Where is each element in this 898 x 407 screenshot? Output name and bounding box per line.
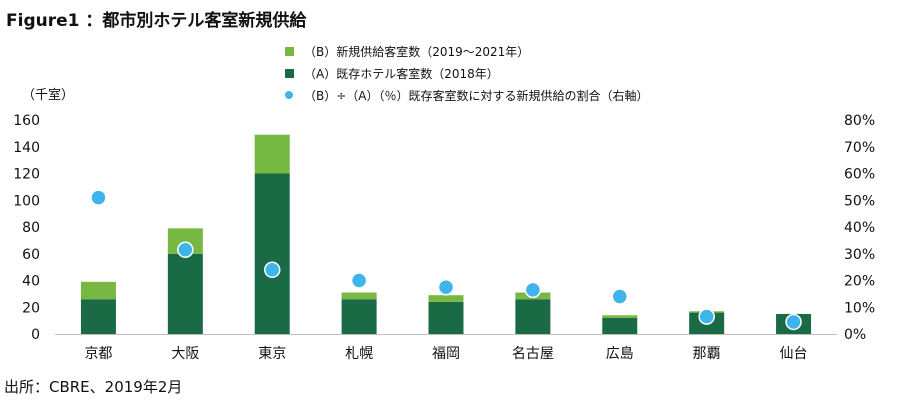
y2-tick-label: 80% (844, 113, 875, 129)
legend-item-existing: （A）既存ホテル客室数（2018年） (285, 62, 649, 84)
bar-existing (602, 317, 638, 334)
y-tick-label: 60 (22, 247, 40, 263)
bar-existing (80, 299, 116, 334)
legend-marker-ratio (285, 91, 293, 99)
bar-new-supply (602, 315, 638, 318)
y2-tick-label: 70% (844, 140, 875, 156)
y-axis-unit-label: （千室） (22, 88, 75, 103)
y-tick-label: 120 (13, 167, 40, 183)
ratio-point (611, 288, 629, 305)
chart-title: Figure1 ：都市別ホテル客室新規供給 (6, 11, 307, 31)
y-tick-label: 0 (31, 327, 40, 343)
y2-tick-label: 60% (844, 167, 875, 183)
bar-new-supply (341, 292, 377, 300)
x-tick-label: 札幌 (345, 346, 373, 362)
ratio-point (177, 241, 194, 258)
x-tick-label: 那覇 (693, 346, 721, 362)
legend-label-new-supply: （B）新規供給客室数（2019～2021年） (304, 44, 530, 59)
ratio-point (263, 261, 281, 279)
bar-existing (341, 299, 377, 334)
bar-existing (167, 253, 203, 334)
ratio-point (350, 272, 368, 289)
x-tick-label: 仙台 (780, 346, 808, 362)
legend-swatch-new-supply (285, 46, 294, 56)
y2-tick-label: 30% (844, 247, 875, 263)
y2-tick-label: 0% (844, 327, 866, 343)
y2-tick-label: 10% (844, 300, 875, 316)
legend-item-new-supply: （B）新規供給客室数（2019～2021年） (285, 40, 649, 62)
ratio-point (90, 189, 107, 206)
bar-new-supply (254, 134, 290, 174)
x-tick-label: 広島 (606, 346, 634, 362)
x-tick-label: 東京 (258, 346, 286, 362)
legend-swatch-existing (285, 68, 294, 78)
x-tick-label: 京都 (84, 346, 112, 362)
y2-tick-label: 40% (844, 220, 875, 236)
x-tick-label: 大阪 (171, 346, 199, 362)
x-tick-label: 名古屋 (512, 346, 554, 362)
y-tick-label: 140 (13, 140, 40, 156)
bar-new-supply (80, 281, 116, 300)
ratio-point (437, 278, 455, 296)
legend-label-ratio: （B）÷（A）（％）既存客室数に対する新規供給の割合（右軸） (304, 88, 649, 103)
ratio-point (785, 313, 802, 331)
chart-legend: （B）新規供給客室数（2019～2021年） （A）既存ホテル客室数（2018年… (285, 40, 649, 106)
y-tick-label: 40 (22, 274, 40, 290)
y-tick-label: 80 (22, 220, 40, 236)
legend-label-existing: （A）既存ホテル客室数（2018年） (304, 66, 499, 81)
y-tick-label: 20 (22, 300, 40, 316)
x-tick-label: 福岡 (432, 346, 460, 362)
bar-existing (428, 301, 464, 334)
bar-existing (254, 173, 290, 334)
y2-tick-label: 20% (844, 274, 875, 290)
y2-tick-label: 50% (844, 193, 875, 209)
source-note: 出所：CBRE、2019年2月 (4, 378, 183, 396)
bar-new-supply (428, 295, 464, 302)
bar-existing (515, 299, 551, 334)
y-tick-label: 100 (13, 193, 40, 209)
legend-item-ratio: （B）÷（A）（％）既存客室数に対する新規供給の割合（右軸） (285, 84, 649, 106)
ratio-point (524, 281, 542, 299)
y-tick-label: 160 (13, 113, 40, 129)
ratio-point (698, 308, 715, 325)
